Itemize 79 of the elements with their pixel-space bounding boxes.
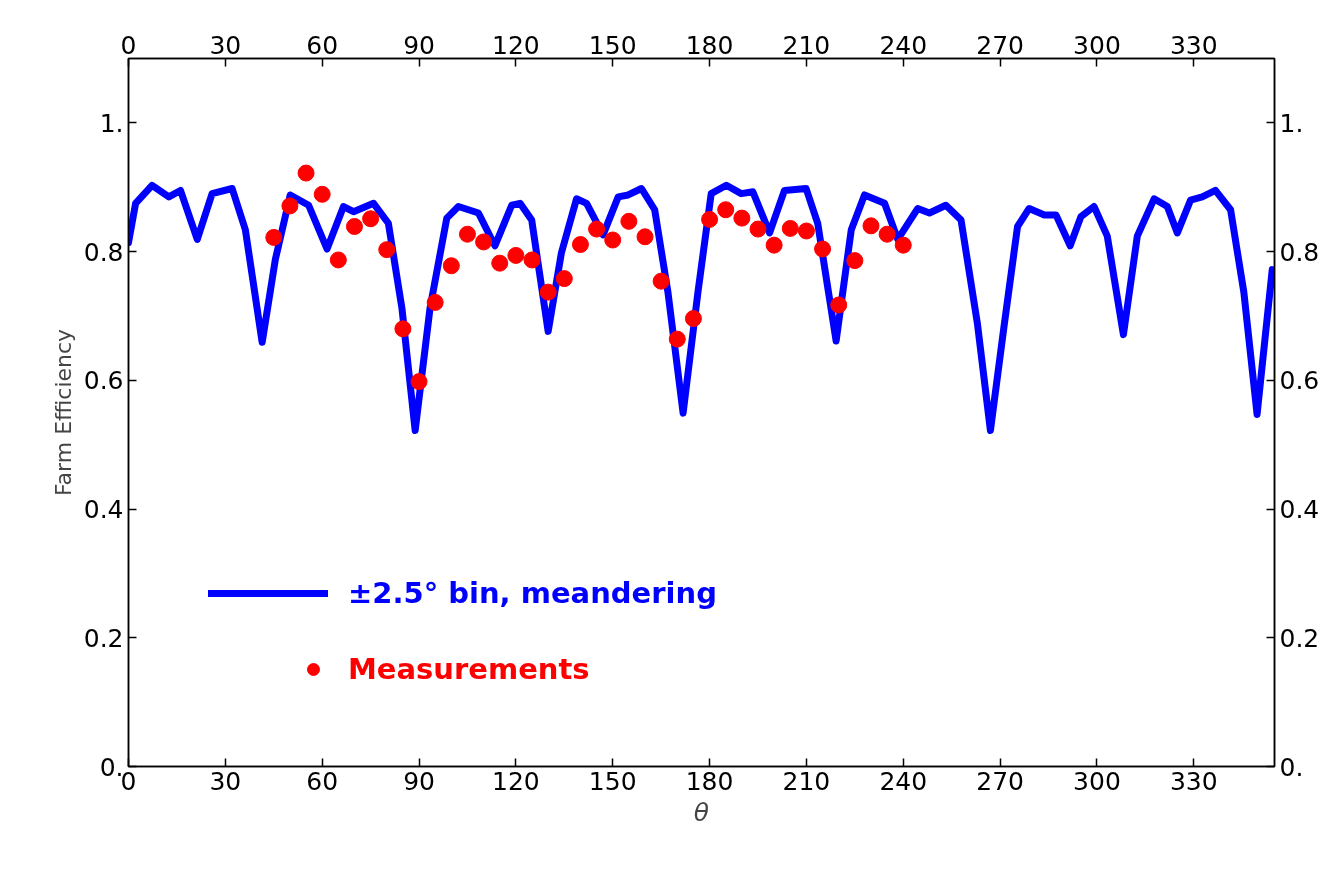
point [668,330,686,348]
point [588,220,606,238]
y-tick-label: 0.2 [83,623,124,653]
point [426,293,444,311]
x-tick-label: 300 [1073,30,1121,60]
point [523,251,541,269]
y2-tick-label: 1. [1279,108,1304,138]
x2-tick-label: 0 [120,766,137,796]
x2-tick-label: 300 [1073,766,1121,796]
y-tick-label: 0.8 [83,237,124,267]
point [491,254,509,272]
point [362,210,380,228]
point [329,251,347,269]
point [862,217,880,235]
point [846,252,864,270]
x-tick-label: 210 [782,30,831,60]
x-tick-label: 150 [588,30,637,60]
x-tick-label: 90 [403,30,435,60]
x2-tick-label: 210 [782,766,831,796]
point [442,257,460,275]
point [701,210,719,228]
point [378,241,396,259]
point [539,283,557,301]
x-tick-label: 0 [120,30,137,60]
point [636,228,654,246]
y-tick-label: 1. [99,108,124,138]
point [297,164,315,182]
point [749,220,767,238]
point [652,272,670,290]
point [894,236,912,254]
x-axis-title: θ [693,797,710,827]
point [604,231,622,249]
x2-tick-label: 270 [976,766,1024,796]
point [265,228,283,246]
point [717,201,735,219]
y2-tick-label: 0.2 [1279,623,1320,653]
point [781,219,799,237]
legend-label: Measurements [348,652,590,686]
legend-label: ±2.5° bin, meandering [348,576,717,610]
x2-tick-label: 90 [403,766,435,796]
x-tick-label: 30 [209,30,242,60]
x-tick-label: 240 [879,30,928,60]
x-tick-label: 60 [306,30,339,60]
point [410,373,428,391]
point [555,270,573,288]
y-axis-title: Farm Efficiency [50,328,76,497]
point [571,236,589,253]
x2-tick-label: 180 [685,766,734,796]
point [313,185,331,203]
point [281,197,299,215]
y-tick-label: 0.6 [83,366,124,396]
point [814,240,832,258]
x-tick-label: 270 [976,30,1024,60]
y-tick-label: 0.4 [83,495,124,525]
point [394,320,412,338]
point [765,236,783,254]
x-tick-label: 120 [492,30,540,60]
x-tick-label: 330 [1169,30,1218,60]
x2-tick-label: 150 [588,766,637,796]
y2-tick-label: 0.8 [1279,237,1320,267]
point [684,310,702,328]
point [458,225,476,243]
point [830,296,848,314]
x2-tick-label: 330 [1169,766,1218,796]
point [507,246,525,264]
point [878,225,896,243]
y2-tick-label: 0.4 [1279,495,1320,525]
point [733,209,751,227]
y2-tick-label: 0. [1279,752,1304,782]
x2-tick-label: 120 [492,766,540,796]
x2-tick-label: 60 [306,766,339,796]
point [797,222,815,240]
x2-tick-label: 30 [209,766,242,796]
point [620,212,638,230]
y2-tick-label: 0.6 [1279,366,1320,396]
x2-tick-label: 240 [879,766,928,796]
x-tick-label: 180 [685,30,734,60]
point [475,233,493,251]
point [345,218,363,235]
